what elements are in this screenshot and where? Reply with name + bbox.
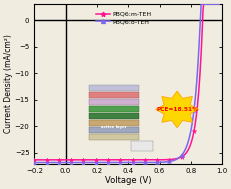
Text: PCE=18.51%: PCE=18.51% [155,107,197,112]
X-axis label: Voltage (V): Voltage (V) [105,176,151,185]
Y-axis label: Current Density (mA/cm²): Current Density (mA/cm²) [4,34,13,133]
Polygon shape [155,91,198,128]
Legend: PBQ6:m-TEH, PBQ6:o-TEH: PBQ6:m-TEH, PBQ6:o-TEH [93,9,154,27]
